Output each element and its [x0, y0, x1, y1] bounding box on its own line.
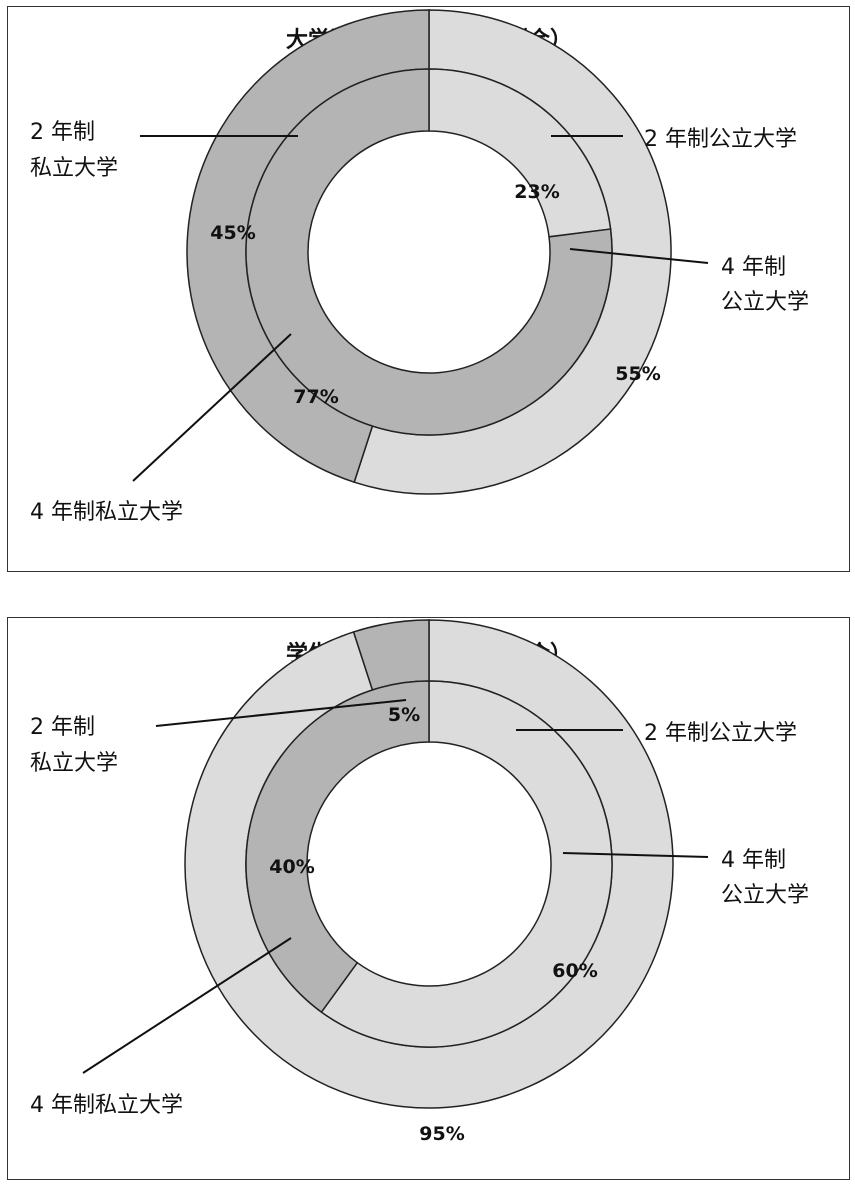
callout-label-inner-private: 4 年制私立大学 — [30, 1093, 183, 1118]
inner-ring-slice-0 — [320, 680, 613, 1048]
callout-label-inner-public-line1: 4 年制 — [721, 255, 786, 280]
callout-label-inner-public-line1: 4 年制 — [721, 848, 786, 873]
callout-label-outer-private-line1: 2 年制 — [30, 120, 95, 145]
inner-ring-value-label-0: 23% — [514, 181, 559, 203]
outer-ring-value-label-0: 95% — [419, 1123, 464, 1145]
callout-label-outer-private-line2: 私立大学 — [30, 156, 118, 181]
outer-ring-value-label-1: 45% — [210, 222, 255, 244]
inner-ring-value-label-1: 40% — [269, 856, 314, 878]
callout-line-inner-public — [569, 248, 709, 264]
outer-ring-value-label-1: 5% — [388, 704, 420, 726]
callout-line-inner-public — [562, 852, 709, 858]
inner-ring-slice-1 — [245, 680, 430, 1014]
inner-ring-value-label-0: 60% — [552, 960, 597, 982]
callout-label-outer-private-line1: 2 年制 — [30, 715, 95, 740]
callout-label-inner-public-line2: 公立大学 — [721, 290, 809, 315]
callout-line-outer-private — [155, 699, 407, 727]
callout-line-inner-private — [132, 333, 292, 482]
callout-label-inner-private: 4 年制私立大学 — [30, 500, 183, 525]
callout-label-inner-public-line2: 公立大学 — [721, 883, 809, 908]
callout-line-inner-private — [82, 937, 292, 1074]
callout-label-outer-public: 2 年制公立大学 — [644, 127, 797, 152]
callout-label-outer-private-line2: 私立大学 — [30, 751, 118, 776]
callout-label-outer-public: 2 年制公立大学 — [644, 721, 797, 746]
inner-ring-value-label-1: 77% — [293, 386, 338, 408]
inner-ring-slice-1 — [245, 68, 613, 436]
outer-ring-value-label-0: 55% — [615, 363, 660, 385]
